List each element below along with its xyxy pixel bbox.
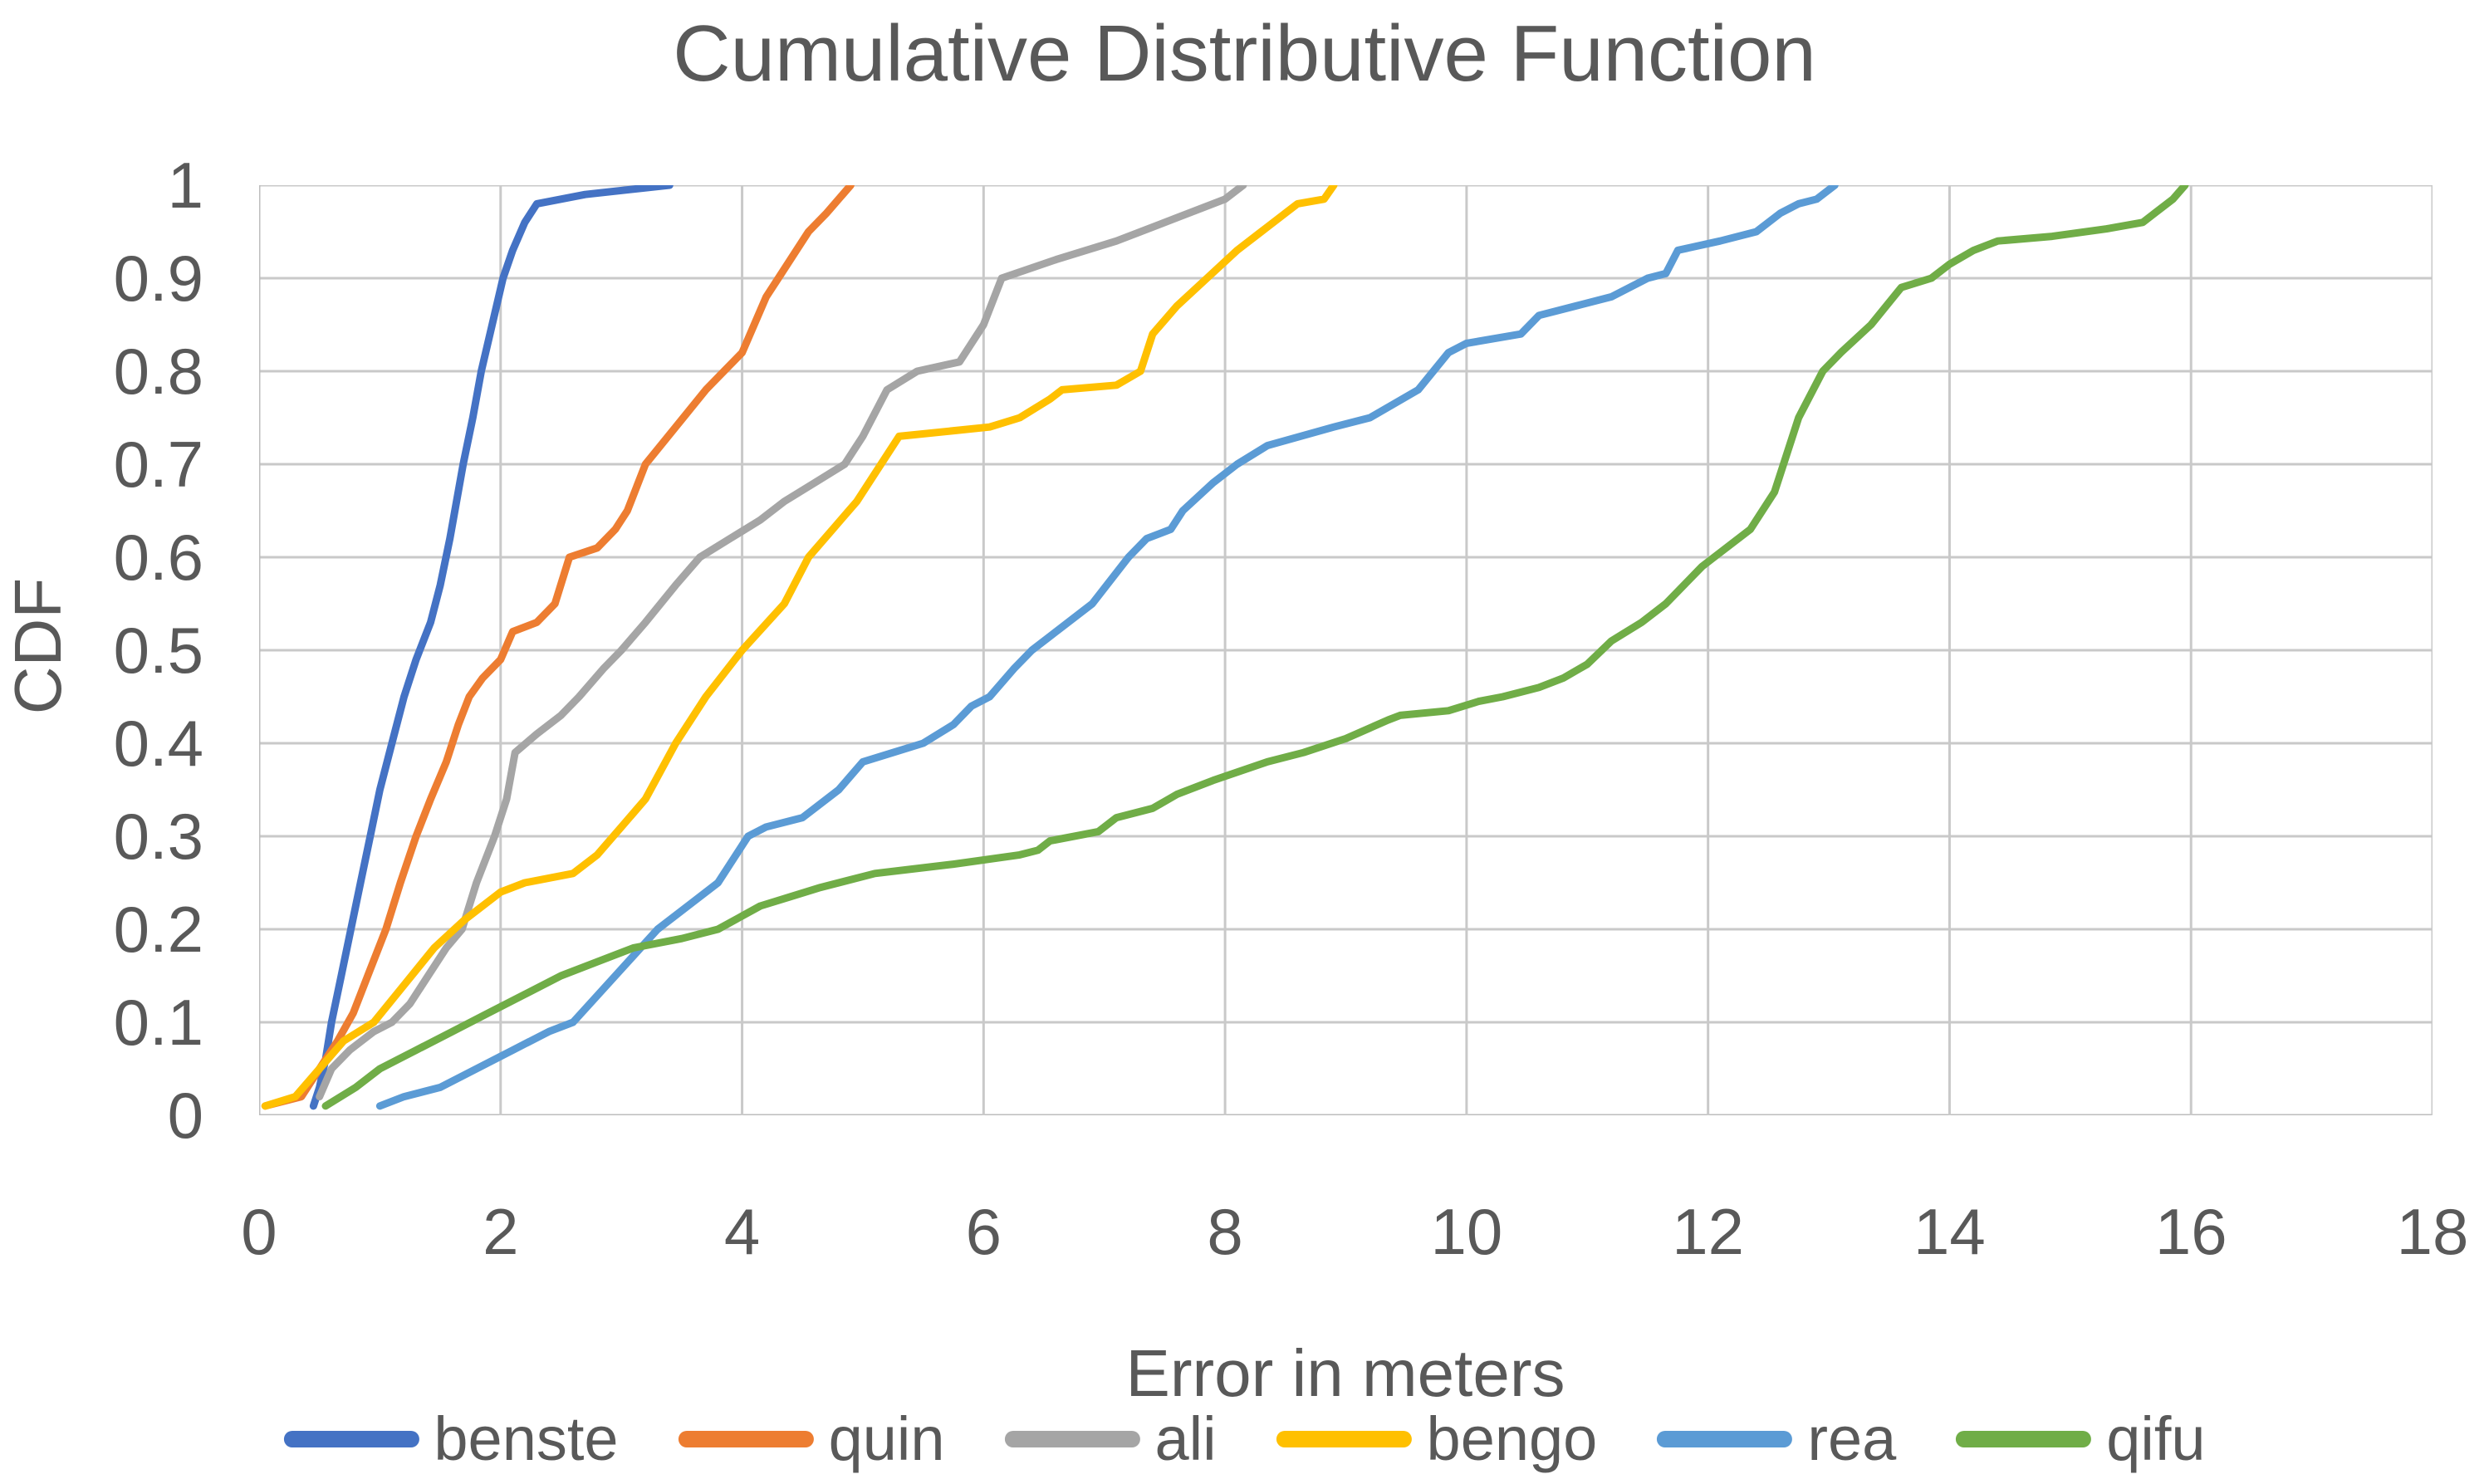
chart-title: Cumulative Distributive Function <box>673 9 1816 98</box>
plot-svg <box>259 185 2433 1115</box>
legend-label: ali <box>1154 1404 1217 1473</box>
series-line-ali <box>316 185 1247 1101</box>
legend-item-ali: ali <box>1004 1402 1217 1477</box>
x-tick-label: 6 <box>965 1195 1002 1268</box>
legend-swatch-benste <box>283 1431 419 1447</box>
y-tick-label: 0.4 <box>113 707 203 780</box>
legend-swatch-ali <box>1004 1431 1140 1447</box>
y-tick-label: 0.8 <box>113 335 203 408</box>
legend-label: benste <box>434 1404 619 1473</box>
series-line-rea <box>375 185 1839 1110</box>
legend-swatch-qifu <box>1956 1431 2092 1447</box>
x-tick-label: 10 <box>1430 1195 1503 1268</box>
y-tick-label: 0.2 <box>113 893 203 966</box>
legend-item-bengo: bengo <box>1276 1402 1598 1477</box>
series-line-benste <box>309 185 674 1110</box>
legend-label: rea <box>1807 1404 1897 1473</box>
series-line-bengo <box>261 185 1338 1110</box>
legend: benste quin ali bengo rea qifu <box>283 1402 2206 1477</box>
x-tick-label: 16 <box>2154 1195 2227 1268</box>
y-tick-label: 0.6 <box>113 521 203 594</box>
legend-label: quin <box>828 1404 945 1473</box>
x-tick-label: 0 <box>241 1195 277 1268</box>
legend-swatch-rea <box>1657 1431 1793 1447</box>
y-tick-label: 0.5 <box>113 614 203 687</box>
legend-label: bengo <box>1426 1404 1598 1473</box>
x-tick-label: 8 <box>1207 1195 1243 1268</box>
y-tick-label: 0.1 <box>113 986 203 1059</box>
legend-swatch-bengo <box>1276 1431 1412 1447</box>
legend-item-quin: quin <box>678 1402 945 1477</box>
x-tick-label: 2 <box>483 1195 519 1268</box>
y-tick-label: 1 <box>167 149 203 222</box>
x-tick-label: 12 <box>1672 1195 1745 1268</box>
x-tick-label: 18 <box>2396 1195 2469 1268</box>
legend-swatch-quin <box>678 1431 814 1447</box>
legend-item-rea: rea <box>1657 1402 1896 1477</box>
y-tick-label: 0.7 <box>113 428 203 501</box>
legend-item-qifu: qifu <box>1956 1402 2206 1477</box>
legend-label: qifu <box>2106 1404 2206 1473</box>
x-tick-label: 4 <box>723 1195 761 1268</box>
y-tick-label: 0.9 <box>113 242 203 315</box>
series-line-quin <box>261 185 855 1110</box>
legend-item-benste: benste <box>283 1402 619 1477</box>
x-tick-label: 14 <box>1913 1195 1986 1268</box>
y-tick-label: 0.3 <box>113 800 203 873</box>
x-axis-title: Error in meters <box>1125 1336 1565 1410</box>
y-axis-title: CDF <box>1 577 75 715</box>
series-line-qifu <box>321 185 2189 1110</box>
y-tick-label: 0 <box>167 1079 203 1152</box>
